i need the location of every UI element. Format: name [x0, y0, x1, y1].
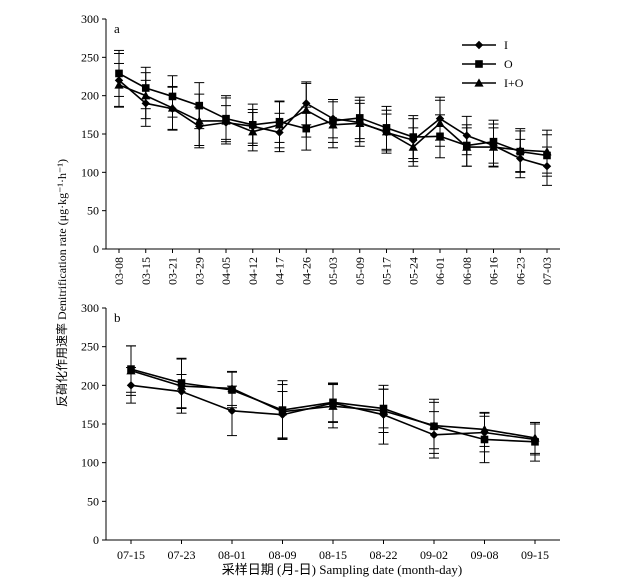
y-axis-label: 反硝化作用速率 Denitrification rate (μg·kg⁻¹·h⁻…: [54, 159, 69, 407]
y-tick-label: 150: [81, 417, 99, 431]
data-point: [435, 118, 445, 127]
x-tick-label: 04-26: [299, 257, 313, 285]
x-tick-label: 05-03: [326, 257, 340, 285]
legend: IO I+O: [462, 38, 524, 90]
data-point: [488, 142, 499, 151]
data-point: [227, 383, 237, 393]
legend-entry: I: [462, 38, 508, 52]
y-tick-label: 100: [81, 165, 99, 179]
panel-a-chart: 0 50 100 150 200 250 300 03-08 03-15 03-21 03-29 04…: [81, 12, 560, 285]
y-tick-label: 100: [81, 456, 99, 470]
y-tick-label: 200: [81, 89, 99, 103]
data-point: [301, 105, 311, 114]
x-tick-label: 03-08: [112, 257, 126, 285]
data-point: [248, 127, 258, 136]
x-axis-label: 采样日期 (月-日) Sampling date (month-day): [222, 562, 462, 577]
x-tick-label: 03-29: [192, 257, 206, 285]
x-tick-label: 07-23: [168, 548, 196, 562]
x-tick-label: 05-24: [406, 257, 420, 285]
x-tick-label: 04-12: [246, 257, 260, 285]
x-tick-label: 04-05: [219, 257, 233, 285]
legend-marker: [475, 60, 483, 68]
data-point: [274, 120, 285, 129]
legend-marker: [474, 40, 484, 50]
x-tick-label: 09-15: [521, 548, 549, 562]
x-tick-label: 07-03: [540, 257, 554, 285]
data-point: [462, 142, 472, 151]
data-point: [429, 420, 439, 430]
legend-label: O: [504, 57, 513, 71]
data-point: [355, 118, 365, 127]
data-point: [194, 116, 204, 125]
x-tick-label: 09-08: [471, 548, 499, 562]
legend-entry: O: [462, 57, 513, 71]
data-point: [176, 381, 187, 390]
x-tick-label: 08-09: [269, 548, 297, 562]
y-tick-label: 300: [81, 12, 99, 26]
y-tick-label: 0: [93, 242, 99, 256]
data-point: [141, 91, 151, 100]
data-point: [479, 424, 490, 434]
x-tick-label: 09-02: [420, 548, 448, 562]
legend-label: I: [504, 38, 508, 52]
series-i-o: [114, 62, 552, 174]
data-point: [378, 406, 389, 415]
x-tick-label: 08-22: [370, 548, 398, 562]
y-tick-label: 250: [81, 340, 99, 354]
x-tick-label: 08-15: [319, 548, 347, 562]
y-tick-label: 300: [81, 301, 99, 315]
data-point: [227, 406, 237, 416]
panel-label: b: [114, 310, 121, 325]
y-tick-label: 250: [81, 50, 99, 64]
data-point: [126, 366, 136, 375]
series-i-o: [126, 345, 540, 454]
x-tick-label: 03-15: [139, 257, 153, 285]
panel-label: a: [114, 21, 120, 36]
panel-b-chart: 0 50 100 150 200 250 300 07-15 07-23 08-01 08-09 08…: [81, 301, 560, 562]
data-point: [167, 103, 178, 112]
legend-entry: I+O: [462, 76, 524, 90]
data-point: [328, 401, 338, 410]
legend-label: I+O: [504, 76, 524, 90]
x-tick-label: 07-15: [117, 548, 145, 562]
x-tick-label: 03-21: [166, 257, 180, 285]
y-tick-label: 200: [81, 378, 99, 392]
y-tick-label: 0: [93, 533, 99, 547]
x-tick-label: 06-08: [460, 257, 474, 285]
data-point: [277, 407, 288, 416]
data-point: [221, 116, 231, 125]
x-tick-label: 05-17: [380, 257, 394, 285]
x-tick-label: 06-01: [433, 257, 447, 285]
legend-marker: [474, 78, 484, 87]
y-tick-label: 150: [81, 127, 99, 141]
data-point: [328, 120, 338, 129]
y-tick-label: 50: [87, 494, 99, 508]
y-tick-label: 50: [87, 204, 99, 218]
x-tick-label: 08-01: [218, 548, 246, 562]
data-point: [408, 142, 418, 151]
data-point: [542, 147, 552, 156]
data-point: [114, 80, 124, 89]
x-tick-label: 04-17: [273, 257, 287, 285]
data-point: [515, 145, 525, 154]
x-tick-label: 06-16: [487, 257, 501, 285]
data-point: [530, 433, 540, 442]
x-tick-label: 06-23: [513, 257, 527, 285]
x-tick-label: 05-09: [353, 257, 367, 285]
data-point: [381, 127, 392, 136]
